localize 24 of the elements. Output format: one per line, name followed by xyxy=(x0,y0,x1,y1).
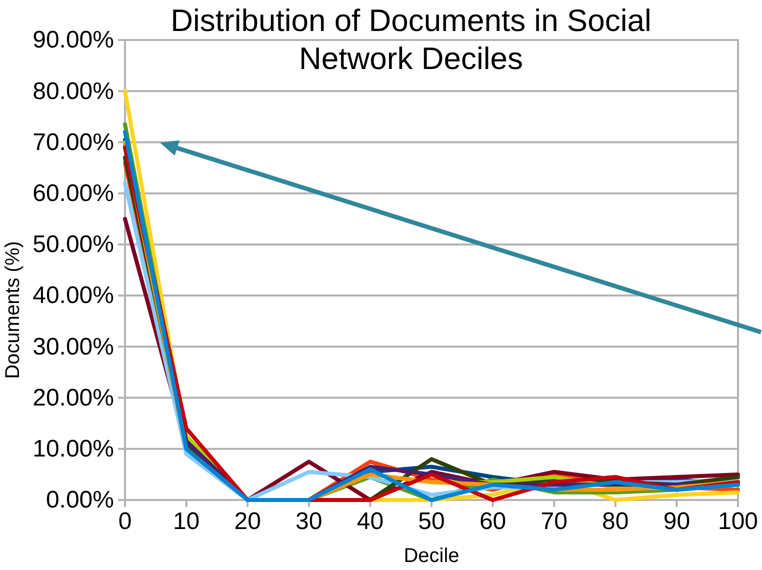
y-tick-label: 30.00% xyxy=(32,333,114,360)
y-tick-label: 50.00% xyxy=(32,231,114,258)
x-tick-label: 40 xyxy=(356,508,384,536)
x-tick-label: 90 xyxy=(663,508,690,536)
x-tick-label: 30 xyxy=(296,508,322,536)
y-tick-label: 20.00% xyxy=(32,384,114,412)
y-axis-title: Documents (%) xyxy=(2,241,24,379)
x-tick-label: 20 xyxy=(234,508,261,536)
x-tick-label: 70 xyxy=(540,508,568,536)
x-tick-label: 50 xyxy=(418,508,445,536)
y-tick-label: 10.00% xyxy=(32,436,114,463)
y-tick-label: 90.00% xyxy=(32,26,114,54)
x-tick-label: 100 xyxy=(718,508,758,536)
x-tick-label: 10 xyxy=(172,508,200,536)
x-axis-title: Decile xyxy=(404,545,460,567)
x-tick-label: 0 xyxy=(118,508,132,536)
y-tick-label: 80.00% xyxy=(32,78,114,105)
x-tick-label: 80 xyxy=(602,508,629,536)
y-tick-label: 70.00% xyxy=(32,128,114,156)
chart-title: Distribution of Documents in Social Network Deciles xyxy=(170,3,652,76)
y-tick-label: 40.00% xyxy=(32,282,114,310)
y-tick-label: 0.00% xyxy=(46,486,114,514)
x-tick-label: 60 xyxy=(479,508,506,536)
y-tick-label: 60.00% xyxy=(32,180,114,208)
